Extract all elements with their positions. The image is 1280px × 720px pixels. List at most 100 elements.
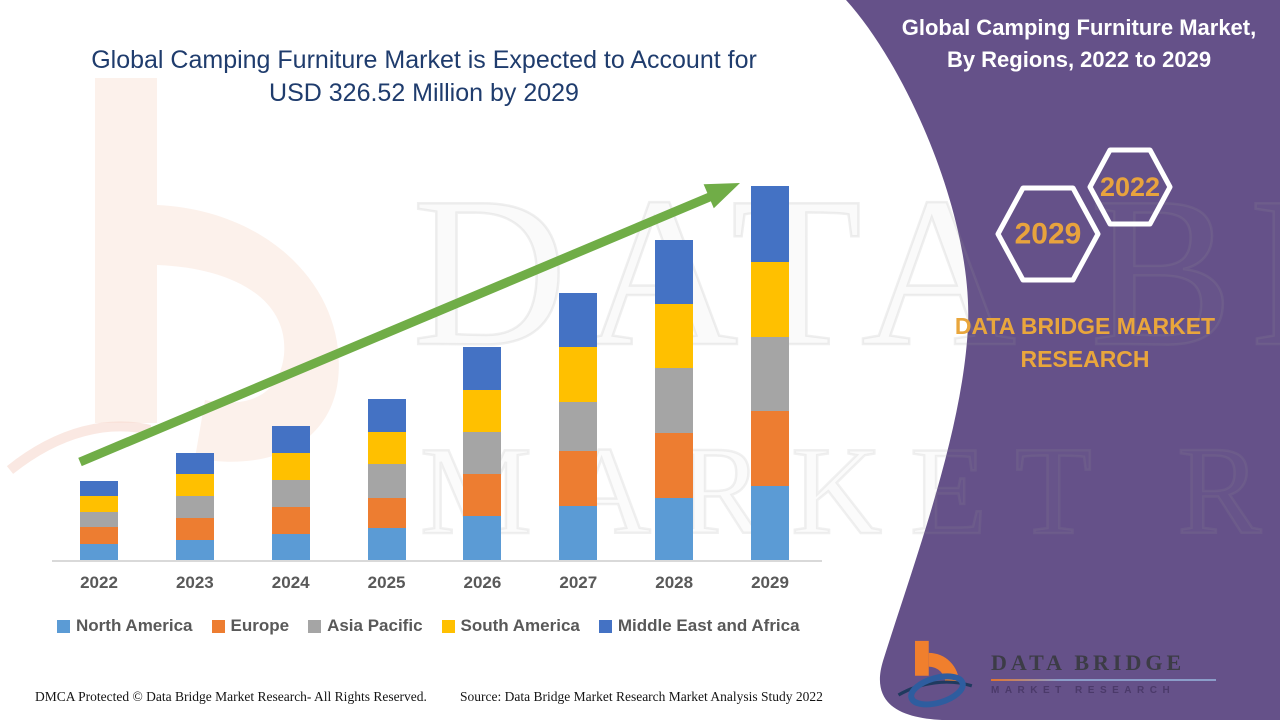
bar-segment: [751, 186, 790, 263]
bar-segment: [463, 389, 502, 433]
bar-segment: [271, 507, 310, 534]
logo-title-text: DATA BRIDGE: [991, 650, 1186, 675]
legend-swatch-icon: [57, 619, 70, 633]
bar-2029: [751, 186, 790, 561]
x-axis-label: 2029: [751, 573, 789, 592]
side-panel-heading-line1: Global Camping Furniture Market,: [901, 15, 1257, 40]
trend-arrow-icon: [78, 183, 740, 467]
watermark-text-line1: DATA BRIDGE: [411, 151, 1280, 393]
company-logo: DATA BRIDGE MARKET RESEARCH: [893, 636, 1233, 710]
hexagon-2029-badge: 2029: [995, 185, 1101, 283]
legend-item: Asia Pacific: [308, 616, 423, 636]
bar-segment: [559, 401, 598, 451]
bar-segment: [80, 511, 118, 528]
bar-segment: [80, 496, 118, 512]
bar-segment: [463, 432, 502, 475]
chart-legend: North America Europe Asia Pacific South Ame…: [57, 616, 837, 636]
x-axis-labels: 2022 2023 2024 2025 2026 2027 2028 2029: [0, 573, 880, 599]
year-hexagon-badges: 2029 2022: [995, 147, 1173, 283]
legend-item: Europe: [211, 616, 290, 636]
legend-swatch-icon: [211, 619, 225, 633]
bar-segment: [175, 496, 214, 518]
chart-title: Global Camping Furniture Market is Expec…: [88, 44, 760, 110]
side-panel-heading-line2: By Regions, 2022 to 2029: [946, 46, 1212, 72]
bar-segment: [271, 480, 310, 507]
data-bridge-logo-icon: [897, 640, 973, 708]
bar-segment: [559, 292, 598, 347]
hexagon-2022-badge: 2022: [1087, 147, 1173, 227]
x-axis-label: 2027: [559, 573, 598, 592]
bar-chart-plot-area: [80, 186, 790, 561]
bar-segment: [175, 539, 214, 561]
bar-2028: [655, 239, 694, 561]
legend-item: North America: [57, 616, 193, 636]
bar-segment: [367, 399, 406, 433]
bar-segment: [751, 411, 790, 487]
bar-2022: [80, 480, 118, 561]
x-axis-label: 2028: [655, 573, 694, 592]
bar-segment: [655, 432, 694, 498]
hexagon-2029-label: 2029: [1015, 218, 1082, 251]
bar-segment: [367, 432, 406, 465]
hexagon-2022-label: 2022: [1100, 172, 1160, 202]
bar-2023: [175, 453, 214, 561]
chart-title-line2: USD 326.52 Million by 2029: [269, 79, 579, 107]
x-axis-label: 2026: [463, 573, 502, 592]
legend-label: North America: [76, 616, 193, 635]
x-axis-label: 2022: [80, 573, 118, 592]
bar-segment: [655, 367, 694, 433]
bar-segment: [175, 517, 214, 540]
brand-name-line1: DATA BRIDGE MARKET: [954, 313, 1216, 339]
bar-segment: [463, 346, 502, 390]
bar-segment: [367, 527, 406, 561]
bar-segment: [367, 464, 406, 498]
bar-segment: [751, 262, 790, 338]
source-citation-text: Source: Data Bridge Market Research Mark…: [460, 689, 823, 704]
bar-segment: [271, 534, 310, 561]
legend-label: Middle East and Africa: [617, 616, 800, 635]
legend-swatch-icon: [598, 619, 612, 633]
bar-2027: [559, 292, 598, 561]
brand-name-line2: RESEARCH: [1020, 346, 1150, 373]
chart-title-line1: Global Camping Furniture Market is Expec…: [91, 46, 757, 74]
brand-name-text: DATA BRIDGE MARKET RESEARCH: [905, 310, 1265, 377]
bar-segment: [655, 497, 694, 561]
bar-segment: [175, 453, 214, 475]
bar-segment: [367, 497, 406, 528]
legend-swatch-icon: [308, 619, 322, 633]
legend-swatch-icon: [441, 619, 455, 633]
legend-label: Europe: [230, 616, 290, 635]
bar-segment: [559, 450, 598, 507]
legend-item: South America: [441, 616, 580, 636]
bar-segment: [271, 425, 310, 453]
logo-subtitle-text: MARKET RESEARCH: [991, 685, 1176, 696]
x-axis-label: 2025: [367, 573, 406, 592]
bar-2025: [367, 399, 406, 561]
bar-segment: [80, 544, 118, 561]
logo-divider: [991, 679, 1216, 681]
bar-segment: [559, 346, 598, 402]
side-panel-heading: Global Camping Furniture Market, By Regi…: [886, 12, 1272, 76]
dmca-copyright-text: DMCA Protected © Data Bridge Market Rese…: [35, 689, 427, 704]
bar-segment: [751, 486, 790, 561]
bar-2024: [271, 425, 310, 561]
bar-segment: [463, 516, 502, 561]
legend-item: Middle East and Africa: [598, 616, 800, 636]
bar-segment: [80, 527, 118, 545]
bar-segment: [751, 337, 790, 412]
bar-segment: [271, 452, 310, 480]
bar-segment: [655, 239, 694, 304]
x-axis-line: [52, 560, 822, 562]
bar-segment: [655, 303, 694, 368]
bar-segment: [80, 480, 118, 497]
x-axis-label: 2024: [271, 573, 310, 592]
bar-segment: [559, 506, 598, 561]
brand-b-watermark-icon: [6, 78, 339, 474]
bar-segment: [175, 474, 214, 497]
bar-segment: [463, 474, 502, 517]
legend-label: Asia Pacific: [327, 616, 423, 635]
x-axis-label: 2023: [175, 573, 214, 592]
bar-2026: [463, 346, 502, 561]
